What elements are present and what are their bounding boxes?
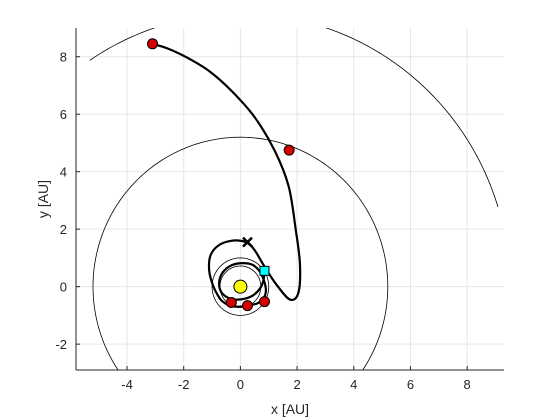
x-marker-point: [242, 236, 253, 248]
y-axis-label: y [AU]: [35, 180, 51, 218]
event-point-3: [283, 144, 295, 156]
x-axis-label: x [AU]: [271, 401, 309, 417]
orbit-line-3: [89, 28, 499, 207]
x-tick-label: 6: [407, 377, 414, 392]
x-tick-label: 0: [237, 377, 244, 392]
y-tick-label: 0: [60, 280, 67, 295]
x-tick-label: 4: [350, 377, 357, 392]
event-point-4: [147, 38, 159, 50]
y-tick-label: 8: [60, 50, 67, 65]
sun-point: [233, 279, 248, 294]
event-point-2: [258, 296, 270, 308]
axes: [75, 28, 504, 371]
y-tick-label: 2: [60, 222, 67, 237]
grid-lines: [76, 28, 504, 370]
tick-labels: -4 -2 0 2 4 6 8 -2 0 2 4 6 8: [55, 50, 470, 392]
y-tick-label: -2: [55, 337, 67, 352]
event-point-0: [225, 296, 237, 308]
orbit-line-2: [92, 136, 389, 370]
x-tick-label: 2: [293, 377, 300, 392]
plot-content: [89, 28, 499, 370]
x-marker-stroke: [242, 236, 253, 248]
event-point-1: [241, 300, 253, 312]
y-tick-label: 4: [60, 165, 67, 180]
y-tick-label: 6: [60, 107, 67, 122]
start-point: [259, 265, 270, 276]
x-tick-label: -2: [178, 377, 190, 392]
x-tick-label: -4: [121, 377, 133, 392]
plot-area: [76, 28, 504, 370]
orbit-line-1: [211, 257, 270, 316]
x-tick-label: 8: [464, 377, 471, 392]
trajectory-line: [152, 42, 302, 308]
